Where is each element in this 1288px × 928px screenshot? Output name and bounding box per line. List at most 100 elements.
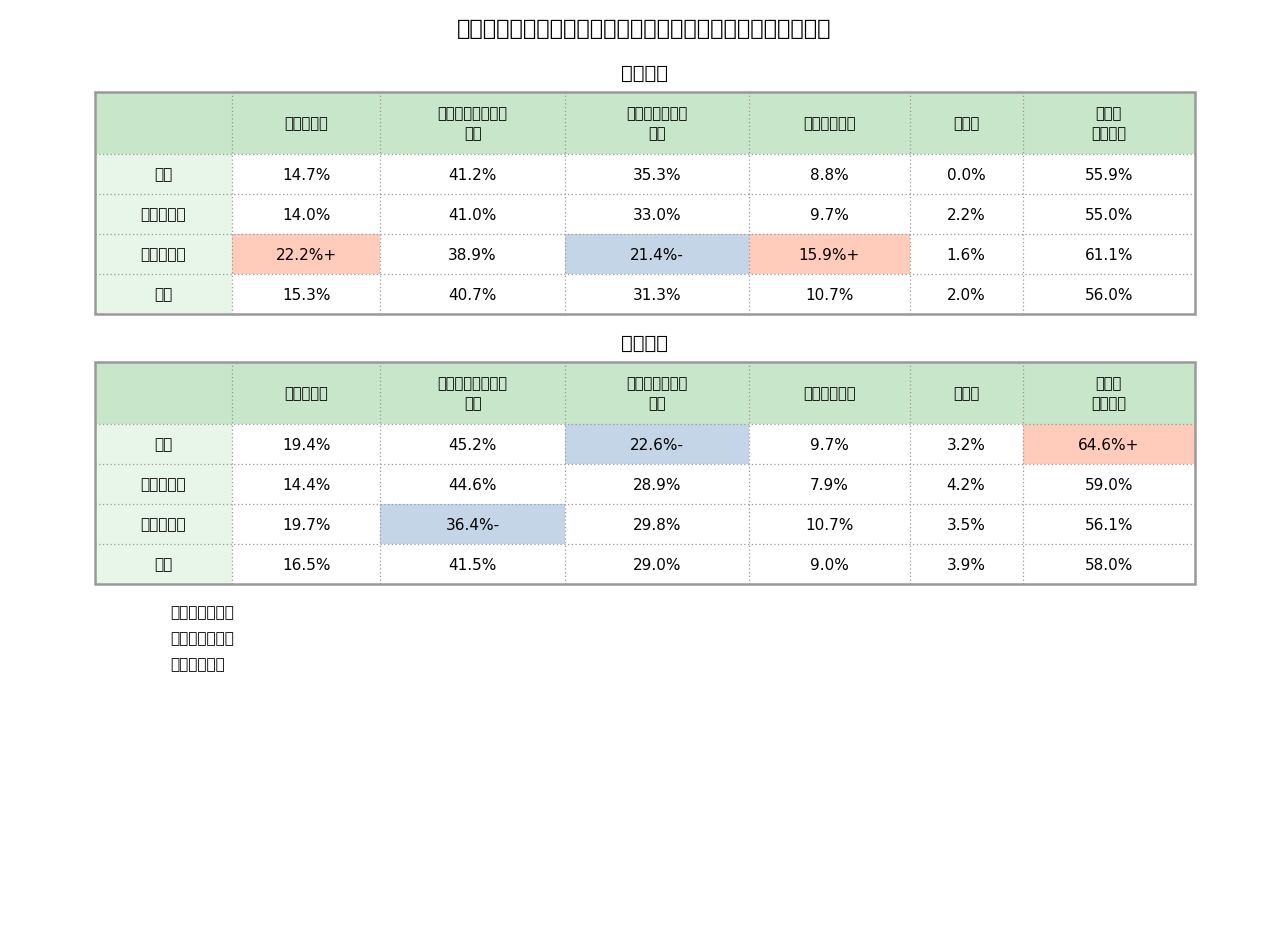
Text: 56.1%: 56.1% xyxy=(1084,517,1133,532)
Text: 14.4%: 14.4% xyxy=(282,477,330,492)
Bar xyxy=(564,424,750,465)
Bar xyxy=(95,93,232,155)
Text: 不安ではない: 不安ではない xyxy=(804,386,855,401)
Bar xyxy=(1023,465,1195,505)
Bar xyxy=(1023,195,1195,235)
Text: 14.0%: 14.0% xyxy=(282,207,330,223)
Bar xyxy=(564,275,750,315)
Bar xyxy=(750,465,909,505)
Text: 16.5%: 16.5% xyxy=(282,557,330,572)
Bar xyxy=(95,363,232,424)
Bar xyxy=(232,195,380,235)
Text: 3.5%: 3.5% xyxy=(947,517,985,532)
Bar xyxy=(95,235,232,275)
Text: 44.6%: 44.6% xyxy=(448,477,497,492)
Text: 図表４　性・配偶関係別にみた退職後の生活資金に関する不安: 図表４ 性・配偶関係別にみた退職後の生活資金に関する不安 xyxy=(457,19,831,39)
Text: 離別・死別: 離別・死別 xyxy=(140,517,187,532)
Text: 不安ではない: 不安ではない xyxy=(804,116,855,132)
Text: 22.2%+: 22.2%+ xyxy=(276,247,336,263)
Bar xyxy=(1023,424,1195,465)
Bar xyxy=(564,545,750,585)
Text: あまり不安では
ない: あまり不安では ない xyxy=(626,376,688,411)
Text: 19.4%: 19.4% xyxy=(282,437,330,452)
Bar xyxy=(564,363,750,424)
Text: 29.0%: 29.0% xyxy=(632,557,681,572)
Bar xyxy=(1023,505,1195,545)
Text: 33.0%: 33.0% xyxy=(632,207,681,223)
Text: 22.6%-: 22.6%- xyxy=(630,437,684,452)
Text: 15.3%: 15.3% xyxy=(282,287,330,303)
Bar xyxy=(909,505,1023,545)
Bar xyxy=(380,465,564,505)
Bar xyxy=(232,424,380,465)
Text: とても不安: とても不安 xyxy=(285,386,328,401)
Text: 8.8%: 8.8% xyxy=(810,167,849,182)
Bar xyxy=(564,155,750,195)
Bar xyxy=(909,424,1023,465)
Bar xyxy=(380,363,564,424)
Text: （資料）同上: （資料）同上 xyxy=(170,657,224,672)
Bar xyxy=(750,195,909,235)
Bar xyxy=(750,155,909,195)
Text: 全体: 全体 xyxy=(155,557,173,572)
Bar xyxy=(564,465,750,505)
Bar xyxy=(95,275,232,315)
Text: 28.9%: 28.9% xyxy=(632,477,681,492)
Bar xyxy=(232,545,380,585)
Bar xyxy=(1023,275,1195,315)
Bar xyxy=(564,93,750,155)
Text: 19.7%: 19.7% xyxy=(282,517,330,532)
Bar xyxy=(95,424,232,465)
Text: 35.3%: 35.3% xyxy=(632,167,681,182)
Bar xyxy=(95,505,232,545)
Bar xyxy=(232,465,380,505)
Bar xyxy=(564,235,750,275)
Text: 36.4%-: 36.4%- xyxy=(446,517,500,532)
Bar xyxy=(95,363,1195,585)
Bar xyxy=(232,363,380,424)
Bar xyxy=(232,275,380,315)
Bar xyxy=(750,505,909,545)
Text: 4.2%: 4.2% xyxy=(947,477,985,492)
Bar xyxy=(564,505,750,545)
Bar xyxy=(909,155,1023,195)
Text: 41.2%: 41.2% xyxy=(448,167,497,182)
Text: 3.2%: 3.2% xyxy=(947,437,985,452)
Bar xyxy=(380,155,564,195)
Bar xyxy=(95,155,232,195)
Text: 40.7%: 40.7% xyxy=(448,287,497,303)
Text: 21.4%-: 21.4%- xyxy=(630,247,684,263)
Text: 不安層
（再掲）: 不安層 （再掲） xyxy=(1091,376,1126,411)
Text: 10.7%: 10.7% xyxy=(805,517,854,532)
Text: 9.7%: 9.7% xyxy=(810,437,849,452)
Text: 未婚: 未婚 xyxy=(155,167,173,182)
Bar xyxy=(1023,363,1195,424)
Bar xyxy=(1023,235,1195,275)
Bar xyxy=(380,424,564,465)
Text: 45.2%: 45.2% xyxy=(448,437,497,452)
Bar xyxy=(380,545,564,585)
Text: ＜女性＞: ＜女性＞ xyxy=(621,333,667,352)
Text: 58.0%: 58.0% xyxy=(1084,557,1133,572)
Text: 0.0%: 0.0% xyxy=(947,167,985,182)
Text: （備考２）同上: （備考２）同上 xyxy=(170,631,234,646)
Bar xyxy=(750,275,909,315)
Text: 2.2%: 2.2% xyxy=(947,207,985,223)
Text: 9.0%: 9.0% xyxy=(810,557,849,572)
Bar xyxy=(909,465,1023,505)
Text: 配偶者あり: 配偶者あり xyxy=(140,477,187,492)
Text: どちらかといえば
不安: どちらかといえば 不安 xyxy=(438,376,507,411)
Bar xyxy=(909,545,1023,585)
Bar xyxy=(232,505,380,545)
Bar xyxy=(564,195,750,235)
Bar xyxy=(380,93,564,155)
Bar xyxy=(750,424,909,465)
Text: 15.9%+: 15.9%+ xyxy=(799,247,860,263)
Text: 2.0%: 2.0% xyxy=(947,287,985,303)
Text: 10.7%: 10.7% xyxy=(805,287,854,303)
Bar xyxy=(232,155,380,195)
Text: 全体: 全体 xyxy=(155,287,173,303)
Text: 3.9%: 3.9% xyxy=(947,557,985,572)
Bar xyxy=(95,465,232,505)
Bar xyxy=(1023,545,1195,585)
